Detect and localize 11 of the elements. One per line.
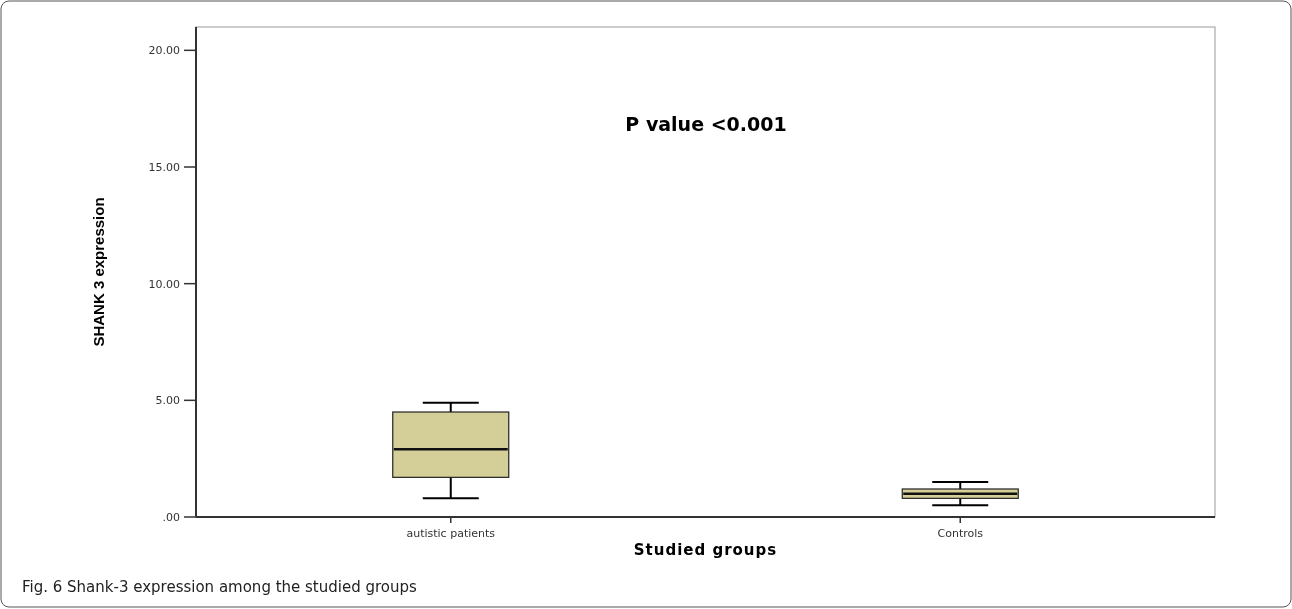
annotation: P value <0.001 <box>625 113 787 135</box>
x-axis-title: Studied groups <box>633 541 778 559</box>
x-tick-label: autistic patients <box>406 527 496 540</box>
y-tick-label: .00 <box>162 510 180 524</box>
y-tick-label: 15.00 <box>148 160 180 174</box>
y-tick-label: 5.00 <box>155 394 180 408</box>
caption: Fig. 6 Shank-3 expression among the studied groups <box>22 578 418 596</box>
y-axis-title: SHANK 3 expression <box>90 197 107 347</box>
y-tick-label: 20.00 <box>148 44 180 58</box>
x-tick-label: Controls <box>937 527 984 540</box>
y-tick-label: 10.00 <box>148 277 180 291</box>
